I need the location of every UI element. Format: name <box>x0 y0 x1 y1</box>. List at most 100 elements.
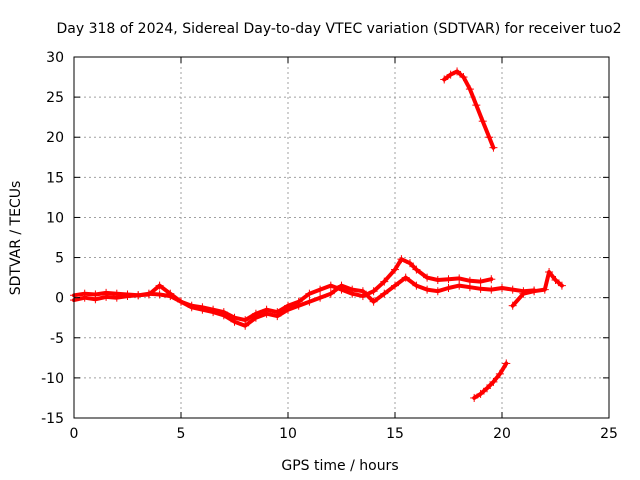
y-tick-label: 0 <box>55 291 64 307</box>
data-point-track-upper <box>465 85 474 94</box>
data-point-track-main-b <box>348 285 357 294</box>
x-tick-label: 25 <box>600 426 618 442</box>
data-point-track-main-b <box>230 317 239 326</box>
data-point-track-late <box>530 287 539 296</box>
y-tick-label: 20 <box>46 130 64 146</box>
y-tick-label: 25 <box>46 90 64 106</box>
data-point-track-main-a <box>326 281 335 290</box>
data-point-track-main-b <box>112 293 121 302</box>
data-point-track-late <box>545 267 554 276</box>
data-point-track-upper <box>453 67 462 76</box>
data-point-track-main-b <box>155 281 164 290</box>
data-point-track-main-b <box>284 305 292 314</box>
data-point-track-main-b <box>123 292 132 301</box>
x-tick-label: 20 <box>493 426 511 442</box>
data-point-track-main-b <box>144 290 153 299</box>
data-point-track-main-b <box>316 293 325 302</box>
data-point-track-main-a <box>423 273 432 282</box>
data-point-track-main-b <box>91 295 100 304</box>
series-line-track-lower <box>472 361 509 400</box>
data-point-track-lower <box>502 359 511 368</box>
data-point-track-main-b <box>209 308 218 317</box>
data-point-track-main-a <box>305 289 314 298</box>
data-point-track-main-b <box>465 283 474 292</box>
data-point-track-main-b <box>358 287 367 296</box>
data-point-track-main-b <box>476 284 485 293</box>
data-point-track-main-b <box>262 309 271 318</box>
data-point-track-lower <box>495 369 504 378</box>
data-point-track-main-b <box>380 289 389 298</box>
data-point-track-main-b <box>455 281 464 290</box>
x-tick-label: 0 <box>70 426 79 442</box>
data-point-track-main-b <box>273 312 282 321</box>
x-tick-label: 15 <box>386 426 404 442</box>
data-point-track-main-b <box>166 289 175 298</box>
tick-labels: 0 5 10 15 20 25 -15 -10 -5 0 5 10 15 20 25 30 <box>41 50 618 442</box>
data-point-track-main-b <box>433 287 442 296</box>
grid-lines <box>73 56 610 419</box>
data-point-track-lower <box>489 377 498 386</box>
y-tick-label: 30 <box>46 50 64 66</box>
data-point-track-main-b <box>444 284 453 293</box>
data-point-track-main-b <box>219 311 228 320</box>
data-point-track-main-b <box>326 289 335 298</box>
data-point-track-main-b <box>102 292 111 301</box>
x-axis-title: GPS time / hours <box>281 458 398 474</box>
y-tick-label: -15 <box>41 411 64 427</box>
x-tick-label: 5 <box>177 426 186 442</box>
data-point-track-main-b <box>391 281 399 290</box>
data-point-track-main-b <box>80 293 89 302</box>
data-point-track-upper <box>478 117 487 126</box>
y-tick-label: -5 <box>50 331 64 347</box>
data-point-track-upper <box>472 101 481 110</box>
data-point-track-main-a <box>397 255 406 264</box>
data-point-track-main-b <box>305 297 314 306</box>
data-point-track-main-b <box>412 281 421 290</box>
data-point-track-late <box>508 301 517 310</box>
data-point-track-main-b <box>294 301 303 310</box>
data-point-track-main-a <box>391 265 399 274</box>
data-point-track-late <box>557 281 566 290</box>
data-point-track-main-a <box>405 259 414 268</box>
data-point-track-main-b <box>241 321 250 330</box>
data-point-track-upper <box>485 133 494 142</box>
data-point-track-late <box>519 289 528 298</box>
data-point-track-lower <box>470 393 479 402</box>
y-tick-label: 5 <box>55 251 64 267</box>
y-tick-label: 10 <box>46 210 64 226</box>
series-line-track-main-b <box>72 275 537 328</box>
data-point-track-main-a <box>369 287 378 296</box>
data-point-track-main-a <box>455 274 464 283</box>
data-point-track-main-b <box>337 281 346 290</box>
data-point-track-lower <box>483 384 492 393</box>
data-point-track-upper <box>440 75 449 84</box>
data-point-track-main-b <box>401 273 410 282</box>
data-point-track-main-b <box>487 285 496 294</box>
axis-ticks <box>73 56 610 419</box>
data-point-track-main-b <box>423 285 432 294</box>
data-point-track-main-b <box>251 313 260 322</box>
data-point-track-late <box>551 276 560 285</box>
data-point-track-main-b <box>508 285 517 294</box>
data-point-track-main-a <box>155 290 164 299</box>
data-point-track-upper <box>446 70 455 79</box>
data-point-track-main-b <box>177 297 185 306</box>
plot-frame <box>73 56 610 419</box>
series-line-track-upper <box>442 69 496 150</box>
data-point-track-main-b <box>187 303 196 312</box>
data-point-track-main-b <box>134 291 143 300</box>
data-point-track-main-a <box>476 277 485 286</box>
y-tick-label: 15 <box>46 170 64 186</box>
x-tick-label: 10 <box>279 426 297 442</box>
data-point-track-main-a <box>412 265 421 274</box>
plot-area <box>70 67 566 402</box>
data-point-track-upper <box>489 143 498 152</box>
data-point-track-upper <box>459 73 468 82</box>
y-axis-title: SDTVAR / TECUs <box>8 181 24 296</box>
data-point-track-main-a <box>444 275 453 284</box>
data-point-track-main-a <box>316 285 325 294</box>
data-point-track-lower <box>476 389 485 398</box>
data-point-track-main-a <box>433 276 442 285</box>
data-point-track-main-a <box>487 275 496 284</box>
